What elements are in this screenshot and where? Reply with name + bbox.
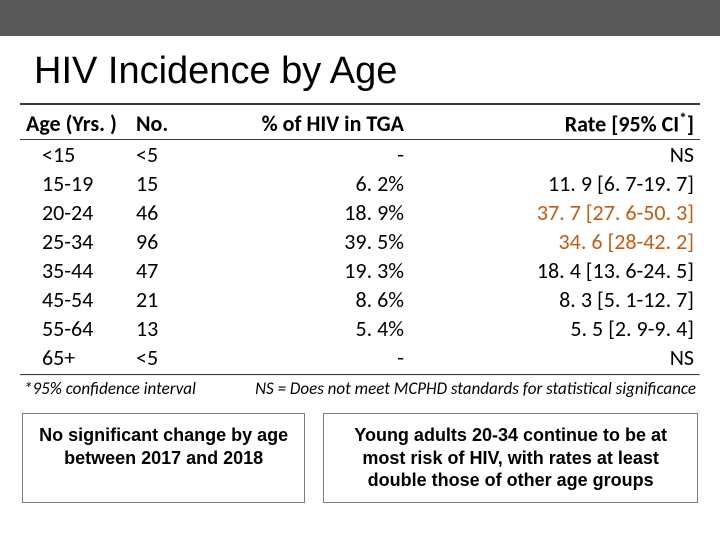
cell-rate: 34. 6 [28-42. 2] xyxy=(410,227,700,256)
cell-age: 55-64 xyxy=(20,314,130,343)
cell-age: 65+ xyxy=(20,343,130,372)
cell-age: <15 xyxy=(20,140,130,170)
callout-right: Young adults 20-34 continue to be at mos… xyxy=(323,413,698,503)
cell-pct: 6. 2% xyxy=(200,169,410,198)
cell-age: 20-24 xyxy=(20,198,130,227)
page-title: HIV Incidence by Age xyxy=(0,36,720,97)
footnote-left: *95% confidence interval xyxy=(24,378,196,399)
cell-no: 46 xyxy=(130,198,200,227)
table-row: 45-54218. 6%8. 3 [5. 1-12. 7] xyxy=(20,285,700,314)
callout-left: No significant change by age between 201… xyxy=(22,413,305,503)
callout-row: No significant change by age between 201… xyxy=(0,399,720,503)
cell-age: 35-44 xyxy=(20,256,130,285)
cell-pct: 18. 9% xyxy=(200,198,410,227)
cell-no: 13 xyxy=(130,314,200,343)
cell-no: 47 xyxy=(130,256,200,285)
cell-age: 25-34 xyxy=(20,227,130,256)
cell-rate: 18. 4 [13. 6-24. 5] xyxy=(410,256,700,285)
cell-pct: - xyxy=(200,343,410,372)
footnotes: *95% confidence interval NS = Does not m… xyxy=(0,376,720,399)
rule-top xyxy=(20,103,700,105)
cell-pct: 5. 4% xyxy=(200,314,410,343)
cell-age: 15-19 xyxy=(20,169,130,198)
data-table: Age (Yrs. ) No. % of HIV in TGA Rate [95… xyxy=(20,107,700,372)
cell-no: 96 xyxy=(130,227,200,256)
table-row: 55-64135. 4%5. 5 [2. 9-9. 4] xyxy=(20,314,700,343)
cell-rate: 8. 3 [5. 1-12. 7] xyxy=(410,285,700,314)
cell-rate: 11. 9 [6. 7-19. 7] xyxy=(410,169,700,198)
col-header-rate: Rate [95% CI*] xyxy=(410,107,700,140)
table-row: <15<5-NS xyxy=(20,140,700,170)
cell-age: 45-54 xyxy=(20,285,130,314)
cell-pct: 19. 3% xyxy=(200,256,410,285)
cell-no: 15 xyxy=(130,169,200,198)
footnote-right: NS = Does not meet MCPHD standards for s… xyxy=(255,378,696,399)
cell-rate: 37. 7 [27. 6-50. 3] xyxy=(410,198,700,227)
table-row: 35-444719. 3%18. 4 [13. 6-24. 5] xyxy=(20,256,700,285)
cell-pct: 39. 5% xyxy=(200,227,410,256)
top-bar xyxy=(0,0,720,36)
table-header-row: Age (Yrs. ) No. % of HIV in TGA Rate [95… xyxy=(20,107,700,140)
cell-no: <5 xyxy=(130,343,200,372)
cell-no: 21 xyxy=(130,285,200,314)
cell-rate: NS xyxy=(410,140,700,170)
cell-pct: - xyxy=(200,140,410,170)
cell-rate: NS xyxy=(410,343,700,372)
table-row: 15-19156. 2%11. 9 [6. 7-19. 7] xyxy=(20,169,700,198)
table-row: 20-244618. 9%37. 7 [27. 6-50. 3] xyxy=(20,198,700,227)
cell-rate: 5. 5 [2. 9-9. 4] xyxy=(410,314,700,343)
col-header-age: Age (Yrs. ) xyxy=(20,107,130,140)
cell-no: <5 xyxy=(130,140,200,170)
table-row: 65+<5-NS xyxy=(20,343,700,372)
col-header-no: No. xyxy=(130,107,200,140)
cell-pct: 8. 6% xyxy=(200,285,410,314)
col-header-pct: % of HIV in TGA xyxy=(200,107,410,140)
table-row: 25-349639. 5%34. 6 [28-42. 2] xyxy=(20,227,700,256)
